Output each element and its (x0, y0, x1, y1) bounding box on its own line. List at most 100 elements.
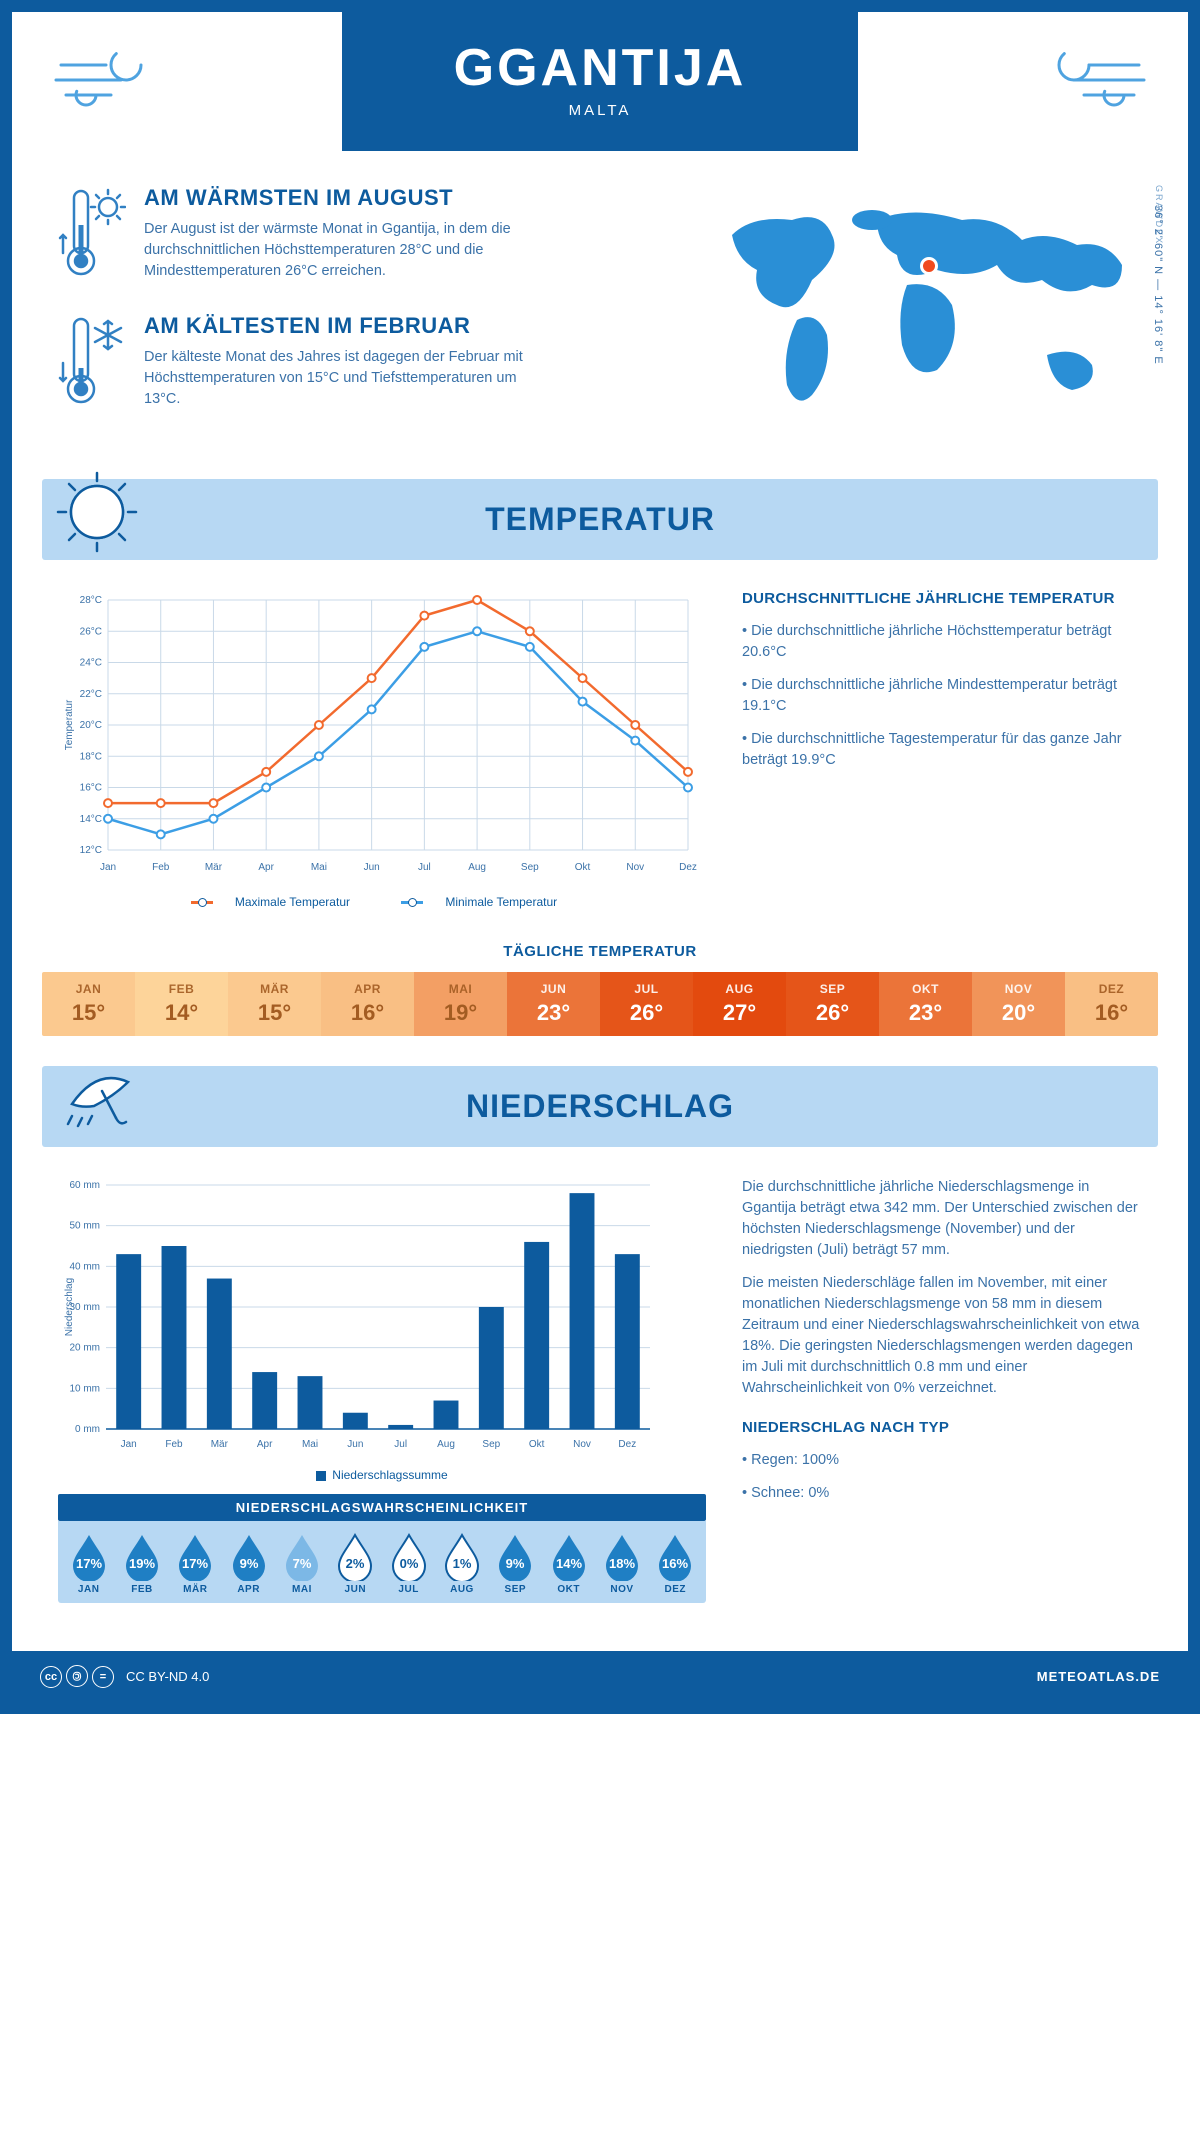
svg-text:Mai: Mai (302, 1439, 318, 1450)
svg-text:0 mm: 0 mm (75, 1424, 100, 1435)
svg-text:9%: 9% (506, 1556, 525, 1571)
probability-drops: 17% JAN 19% FEB 17% MÄR 9% APR 7% MAI 2%… (58, 1521, 706, 1603)
probability-title: NIEDERSCHLAGSWAHRSCHEINLICHKEIT (58, 1494, 706, 1521)
svg-text:17%: 17% (182, 1556, 208, 1571)
warmest-title: AM WÄRMSTEN IM AUGUST (144, 185, 544, 211)
svg-text:22°C: 22°C (80, 689, 102, 700)
probability-drop: 0% JUL (382, 1531, 435, 1595)
coldest-title: AM KÄLTESTEN IM FEBRUAR (144, 313, 544, 339)
svg-text:Okt: Okt (529, 1439, 545, 1450)
svg-text:18°C: 18°C (80, 751, 102, 762)
svg-text:26°C: 26°C (80, 626, 102, 637)
svg-text:Mai: Mai (311, 862, 327, 873)
coldest-fact: AM KÄLTESTEN IM FEBRUAR Der kälteste Mon… (58, 313, 672, 413)
svg-text:40 mm: 40 mm (69, 1261, 100, 1272)
probability-drop: 17% JAN (62, 1531, 115, 1595)
svg-text:Jul: Jul (418, 862, 431, 873)
probability-drop: 16% DEZ (649, 1531, 702, 1595)
temp-summary-heading: DURCHSCHNITTLICHE JÄHRLICHE TEMPERATUR (742, 590, 1142, 607)
page-title: GGANTIJA (342, 38, 858, 98)
daily-temp-cell: JAN15° (42, 972, 135, 1036)
precip-legend: Niederschlagssumme (58, 1468, 706, 1482)
svg-text:Aug: Aug (437, 1439, 455, 1450)
svg-text:7%: 7% (293, 1556, 312, 1571)
page-footer: cc🄯= CC BY-ND 4.0 METEOATLAS.DE (12, 1651, 1188, 1702)
svg-text:50 mm: 50 mm (69, 1221, 100, 1232)
probability-drop: 17% MÄR (169, 1531, 222, 1595)
daily-temp-cell: OKT23° (879, 972, 972, 1036)
wind-icon (46, 40, 166, 125)
precip-para: Die meisten Niederschläge fallen im Nove… (742, 1273, 1142, 1399)
svg-text:Jun: Jun (347, 1439, 363, 1450)
svg-text:16%: 16% (662, 1556, 688, 1571)
daily-temp-cell: SEP26° (786, 972, 879, 1036)
temperature-legend: Maximale Temperatur Minimale Temperatur (58, 895, 706, 909)
svg-text:Apr: Apr (257, 1439, 273, 1450)
probability-drop: 7% MAI (275, 1531, 328, 1595)
svg-text:24°C: 24°C (80, 658, 102, 669)
daily-temp-cell: JUN23° (507, 972, 600, 1036)
svg-text:Jan: Jan (121, 1439, 137, 1450)
intro-section: AM WÄRMSTEN IM AUGUST Der August ist der… (12, 151, 1188, 471)
daily-temp-cell: DEZ16° (1065, 972, 1158, 1036)
temp-bullet: • Die durchschnittliche jährliche Mindes… (742, 675, 1142, 717)
license-block: cc🄯= CC BY-ND 4.0 (40, 1665, 209, 1688)
daily-temp-cell: MAI19° (414, 972, 507, 1036)
umbrella-icon (54, 1056, 140, 1147)
precip-type-heading: NIEDERSCHLAG NACH TYP (742, 1419, 1142, 1436)
probability-drop: 18% NOV (595, 1531, 648, 1595)
coordinates: 36° 2' 60" N — 14° 16' 8" E (1152, 205, 1164, 365)
svg-text:Jun: Jun (364, 862, 380, 873)
thermometer-snow-icon (58, 313, 126, 413)
probability-drop: 19% FEB (115, 1531, 168, 1595)
svg-text:Apr: Apr (258, 862, 274, 873)
probability-drop: 9% SEP (489, 1531, 542, 1595)
warmest-text: Der August ist der wärmste Monat in Ggan… (144, 219, 544, 282)
svg-text:2%: 2% (346, 1556, 365, 1571)
probability-drop: 2% JUN (329, 1531, 382, 1595)
svg-text:Aug: Aug (468, 862, 486, 873)
temperature-line-chart: 12°C14°C16°C18°C20°C22°C24°C26°C28°CJanF… (58, 590, 698, 880)
temperature-section-header: TEMPERATUR (42, 479, 1158, 560)
precip-summary: Die durchschnittliche jährliche Niedersc… (742, 1177, 1142, 1607)
precip-para: Die durchschnittliche jährliche Niedersc… (742, 1177, 1142, 1261)
probability-drop: 1% AUG (435, 1531, 488, 1595)
site-name: METEOATLAS.DE (1037, 1669, 1160, 1684)
coldest-text: Der kälteste Monat des Jahres ist dagege… (144, 347, 544, 410)
page-subtitle: MALTA (342, 102, 858, 119)
svg-text:Mär: Mär (205, 862, 223, 873)
legend-max: Maximale Temperatur (235, 895, 350, 909)
svg-text:0%: 0% (399, 1556, 418, 1571)
world-map-icon (702, 185, 1142, 425)
daily-temp-cell: NOV20° (972, 972, 1065, 1036)
thermometer-sun-icon (58, 185, 126, 285)
svg-text:20 mm: 20 mm (69, 1343, 100, 1354)
svg-text:Niederschlag: Niederschlag (64, 1278, 75, 1336)
legend-min: Minimale Temperatur (445, 895, 557, 909)
svg-text:Sep: Sep (482, 1439, 500, 1450)
svg-text:16°C: 16°C (80, 783, 102, 794)
svg-text:18%: 18% (609, 1556, 635, 1571)
temp-bullet: • Die durchschnittliche Tagestemperatur … (742, 729, 1142, 771)
probability-drop: 9% APR (222, 1531, 275, 1595)
svg-text:Dez: Dez (679, 862, 697, 873)
svg-text:Temperatur: Temperatur (64, 699, 75, 750)
svg-text:Feb: Feb (152, 862, 170, 873)
svg-text:Okt: Okt (575, 862, 591, 873)
precip-heading: NIEDERSCHLAG (42, 1088, 1158, 1125)
svg-text:14°C: 14°C (80, 814, 102, 825)
warmest-fact: AM WÄRMSTEN IM AUGUST Der August ist der… (58, 185, 672, 285)
svg-text:19%: 19% (129, 1556, 155, 1571)
daily-temp-cell: JUL26° (600, 972, 693, 1036)
svg-text:14%: 14% (556, 1556, 582, 1571)
svg-text:Dez: Dez (618, 1439, 636, 1450)
svg-text:Nov: Nov (573, 1439, 591, 1450)
precip-type-bullet: • Regen: 100% (742, 1450, 1142, 1471)
svg-text:Feb: Feb (165, 1439, 183, 1450)
daily-temp-title: TÄGLICHE TEMPERATUR (12, 943, 1188, 960)
svg-text:10 mm: 10 mm (69, 1383, 100, 1394)
temp-bullet: • Die durchschnittliche jährliche Höchst… (742, 621, 1142, 663)
svg-text:12°C: 12°C (80, 845, 102, 856)
wind-icon (1034, 40, 1154, 125)
daily-temp-cell: AUG27° (693, 972, 786, 1036)
